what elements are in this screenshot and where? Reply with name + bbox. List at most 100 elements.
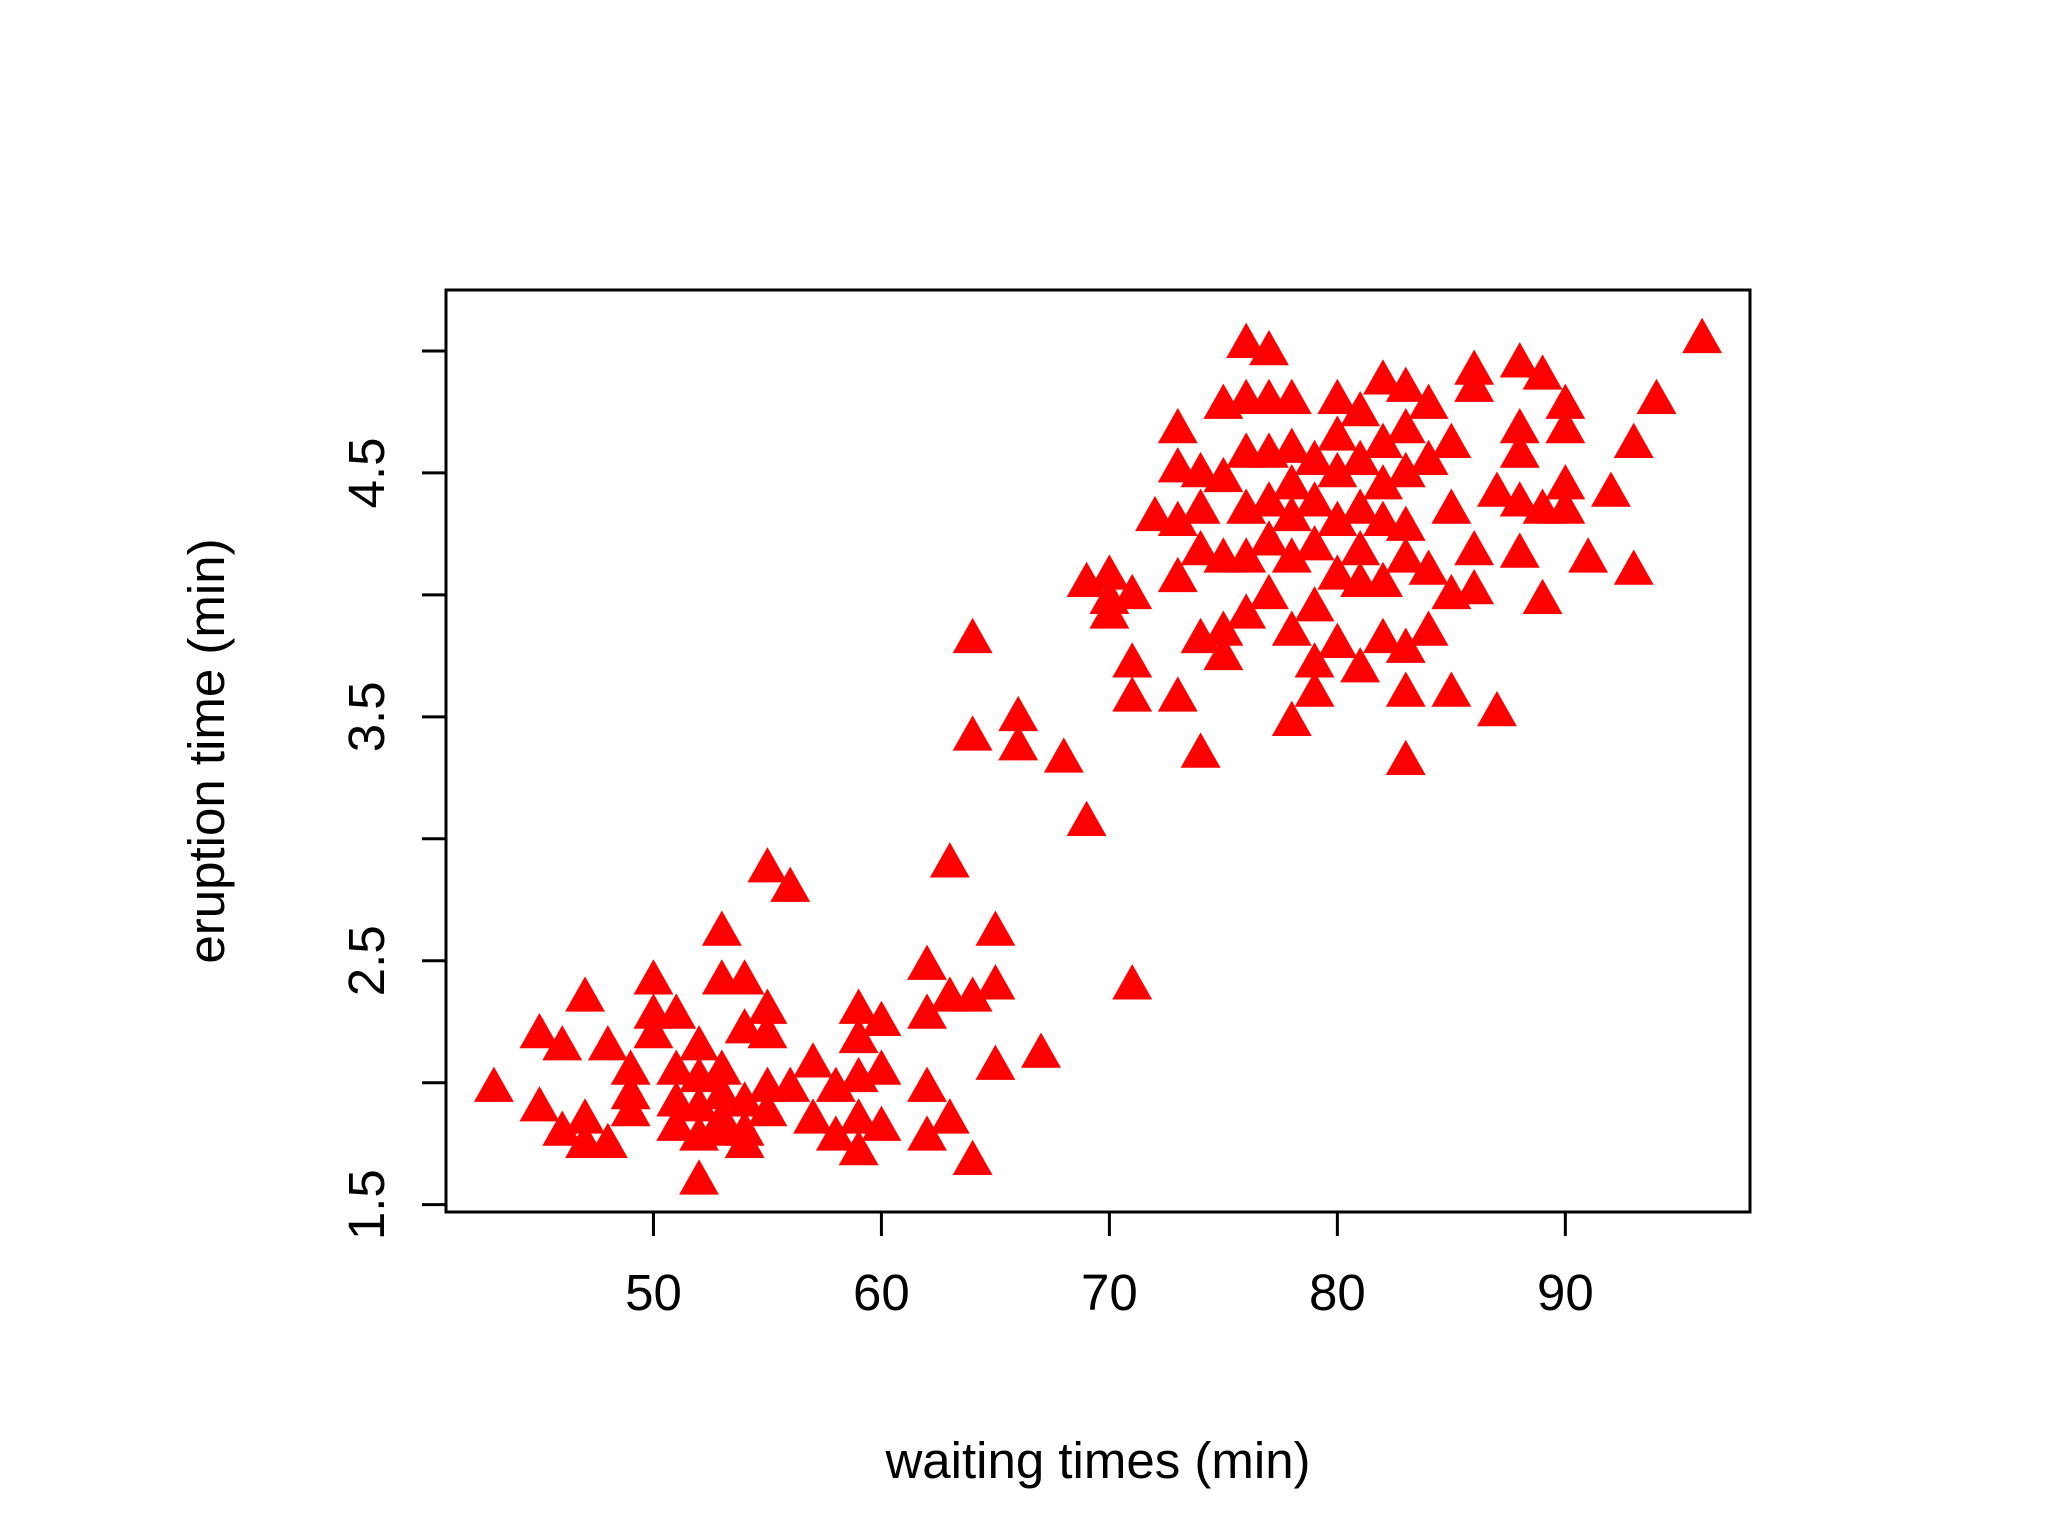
data-point	[907, 1115, 947, 1151]
data-point	[1545, 488, 1586, 524]
data-point	[1499, 432, 1540, 468]
data-point	[1499, 532, 1540, 568]
data-point	[1226, 537, 1267, 573]
data-point	[975, 964, 1016, 1000]
data-point	[519, 1086, 560, 1122]
data-point	[1385, 408, 1426, 444]
data-point	[1385, 671, 1426, 707]
data-point	[1180, 529, 1221, 566]
data-point	[1454, 569, 1495, 605]
data-point	[1203, 456, 1244, 493]
data-point	[1089, 593, 1130, 629]
data-point	[929, 1098, 970, 1134]
data-point	[1317, 451, 1358, 488]
data-point	[1271, 700, 1312, 737]
data-point	[1157, 408, 1198, 444]
data-point	[724, 959, 765, 995]
data-point	[473, 1066, 514, 1102]
data-point	[838, 988, 879, 1024]
data-point	[679, 1086, 719, 1122]
data-point	[587, 1025, 628, 1061]
data-point	[1385, 627, 1426, 663]
data-point	[724, 1008, 765, 1044]
data-point	[679, 1159, 719, 1195]
data-point	[656, 993, 697, 1029]
data-point	[815, 1066, 856, 1102]
data-point	[1408, 549, 1449, 585]
y-tick-label: 3.5	[338, 681, 395, 752]
x-axis-title: waiting times (min)	[884, 1432, 1310, 1489]
data-point	[1363, 561, 1403, 597]
data-point	[1317, 500, 1358, 536]
data-point	[701, 1073, 742, 1110]
x-tick-label: 70	[1081, 1264, 1138, 1321]
data-point	[770, 866, 811, 902]
data-point	[633, 959, 674, 995]
data-point	[1249, 573, 1289, 610]
data-point	[907, 1066, 947, 1102]
data-point	[542, 1025, 583, 1061]
data-point	[1499, 342, 1540, 378]
data-point	[1180, 451, 1221, 488]
data-point	[1340, 390, 1381, 427]
data-point	[1294, 642, 1335, 678]
data-point	[1408, 439, 1449, 476]
data-point	[587, 1122, 628, 1158]
data-point	[907, 944, 947, 980]
data-point	[565, 1098, 606, 1134]
data-point	[1431, 488, 1472, 524]
data-point	[1431, 671, 1472, 707]
data-point	[1477, 471, 1517, 507]
data-point	[1089, 554, 1130, 590]
data-point	[724, 1081, 765, 1117]
data-point	[838, 1017, 879, 1054]
data-point	[1249, 481, 1289, 517]
data-point	[952, 1139, 993, 1176]
data-point	[1157, 676, 1198, 712]
data-point	[1408, 610, 1449, 646]
data-point	[1477, 690, 1517, 727]
data-point	[656, 1049, 697, 1085]
data-point	[1363, 422, 1403, 458]
data-point	[1203, 634, 1244, 671]
data-point	[1249, 520, 1289, 556]
data-point	[610, 1049, 651, 1085]
data-point	[1590, 471, 1631, 507]
data-point	[1385, 366, 1426, 402]
data-point	[747, 1090, 788, 1127]
data-point	[1340, 439, 1381, 476]
data-point	[1157, 500, 1198, 536]
data-point	[1408, 383, 1449, 419]
data-point	[1317, 554, 1358, 590]
data-point	[1613, 422, 1654, 458]
data-point	[1249, 329, 1289, 366]
data-point	[1385, 739, 1426, 776]
data-point	[747, 1012, 788, 1049]
data-point	[1112, 642, 1153, 678]
data-point	[1180, 488, 1221, 524]
data-point	[1157, 447, 1198, 483]
x-axis: 50 60 70 80 90	[625, 1210, 1594, 1321]
data-point	[1021, 1032, 1061, 1068]
data-point	[1340, 488, 1381, 524]
data-point	[724, 1122, 765, 1158]
data-point	[952, 617, 993, 654]
y-tick-label: 1.5	[338, 1169, 395, 1240]
data-point	[1317, 378, 1358, 415]
data-point	[929, 842, 970, 878]
data-point	[1157, 556, 1198, 593]
data-point	[1271, 495, 1312, 532]
data-point	[1226, 322, 1267, 358]
data-point	[1112, 573, 1153, 610]
data-point	[952, 715, 993, 751]
data-point	[1203, 610, 1244, 646]
data-point	[1271, 378, 1312, 415]
data-point	[861, 1105, 902, 1141]
data-point	[1271, 537, 1312, 573]
data-point	[701, 1049, 742, 1085]
data-point	[1340, 529, 1381, 566]
data-point	[1363, 359, 1403, 395]
data-point	[1499, 408, 1540, 444]
data-point	[1317, 622, 1358, 658]
